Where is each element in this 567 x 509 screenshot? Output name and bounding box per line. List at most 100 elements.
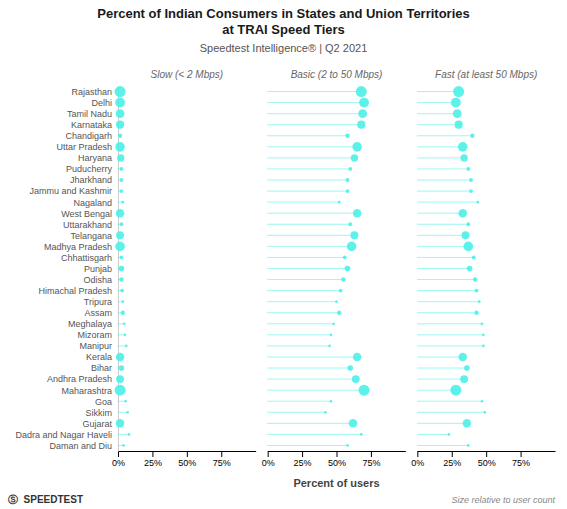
stem: [268, 224, 351, 225]
x-tick: 75%: [213, 451, 231, 468]
dot: [119, 365, 125, 371]
dot: [475, 289, 479, 293]
dot: [453, 86, 464, 97]
y-tick-label: Gujarat: [82, 419, 112, 429]
stem: [417, 113, 457, 114]
y-tick: Tripura: [84, 297, 118, 307]
x-axis: 0% 25% 50% 75%: [112, 451, 256, 468]
dot: [125, 345, 128, 348]
stem: [417, 423, 467, 424]
dot: [348, 167, 352, 171]
dot: [330, 400, 333, 403]
dot: [116, 109, 125, 118]
dot: [124, 334, 127, 337]
dot: [482, 334, 485, 337]
stem: [417, 279, 475, 280]
stem: [268, 334, 331, 335]
stem: [268, 412, 326, 413]
y-tick-label: Assam: [84, 308, 112, 318]
stem: [268, 213, 357, 214]
y-tick: Sikkim: [86, 408, 119, 418]
dot: [346, 178, 350, 182]
y-tick-label: Manipur: [79, 341, 112, 351]
dot: [335, 300, 338, 303]
y-tick-label: Jharkhand: [70, 175, 112, 185]
y-tick-label: Odisha: [83, 275, 112, 285]
y-tick: Daman and Diu: [49, 441, 118, 451]
dot: [356, 86, 367, 97]
x-tick-label: 75%: [512, 458, 530, 468]
x-tick-mark: [521, 451, 522, 457]
stem: [268, 91, 362, 92]
stem: [417, 412, 484, 413]
dot: [353, 209, 362, 218]
dot: [462, 231, 470, 239]
stem: [417, 301, 479, 302]
x-tick-mark: [371, 451, 372, 457]
stem: [268, 168, 351, 169]
chart: Percent of Indian Consumers in States an…: [0, 0, 567, 509]
y-tick-label: Rajasthan: [71, 87, 112, 97]
stem: [268, 180, 348, 181]
dot: [120, 178, 124, 182]
dot: [357, 121, 365, 129]
y-tick-label: Haryana: [78, 153, 112, 163]
stem: [268, 246, 352, 247]
stem: [417, 368, 467, 369]
dot: [115, 242, 125, 252]
dot: [115, 98, 125, 108]
y-tick-label: Sikkim: [86, 408, 113, 418]
stem: [417, 168, 468, 169]
stem: [118, 434, 129, 435]
x-tick-label: 50%: [178, 458, 196, 468]
y-tick-label: Telangana: [70, 231, 112, 241]
dot: [115, 142, 125, 152]
stem: [417, 213, 462, 214]
y-tick-label: Goa: [95, 397, 112, 407]
dot: [474, 311, 478, 315]
dot: [120, 256, 124, 260]
dot: [341, 277, 345, 281]
x-tick-label: 0%: [262, 458, 275, 468]
x-tick: 75%: [362, 451, 380, 468]
stem: [417, 445, 468, 446]
stem: [268, 124, 362, 125]
stem: [268, 356, 357, 357]
stem: [417, 135, 472, 136]
annotation: Size relative to user count: [451, 495, 555, 505]
y-tick: Gujarat: [82, 419, 118, 429]
dot: [120, 167, 124, 171]
stem: [417, 191, 471, 192]
stem: [268, 257, 345, 258]
dot: [466, 167, 470, 171]
stem: [417, 312, 476, 313]
y-tick: Madhya Pradesh: [44, 242, 118, 252]
y-tick: Meghalaya: [68, 319, 118, 329]
stem: [118, 412, 128, 413]
dot: [350, 231, 358, 239]
annotation: Ⓢ SPEEDTEST: [8, 494, 83, 505]
dot: [352, 375, 360, 383]
x-tick: 50%: [478, 451, 496, 468]
panel: Slow (< 2 Mbps)0%25%50%75%RajasthanDelhi…: [15, 69, 256, 468]
x-tick-label: 0%: [112, 458, 125, 468]
y-tick-label: Madhya Pradesh: [44, 242, 112, 252]
dot: [360, 433, 363, 436]
stem: [268, 279, 344, 280]
x-tick-mark: [337, 451, 338, 457]
dot: [359, 98, 369, 108]
x-tick: 0%: [112, 451, 125, 468]
x-tick-mark: [268, 451, 269, 457]
stem: [268, 368, 351, 369]
dot: [330, 334, 333, 337]
y-tick: Dadra and Nagar Haveli: [15, 430, 118, 440]
stem: [268, 379, 356, 380]
x-tick: 25%: [144, 451, 162, 468]
y-tick-label: Nagaland: [73, 198, 112, 208]
stem: [417, 290, 476, 291]
stem: [268, 191, 348, 192]
dot: [126, 411, 129, 414]
y-tick-label: Uttarakhand: [63, 220, 112, 230]
stem: [268, 202, 340, 203]
dot: [116, 419, 125, 428]
